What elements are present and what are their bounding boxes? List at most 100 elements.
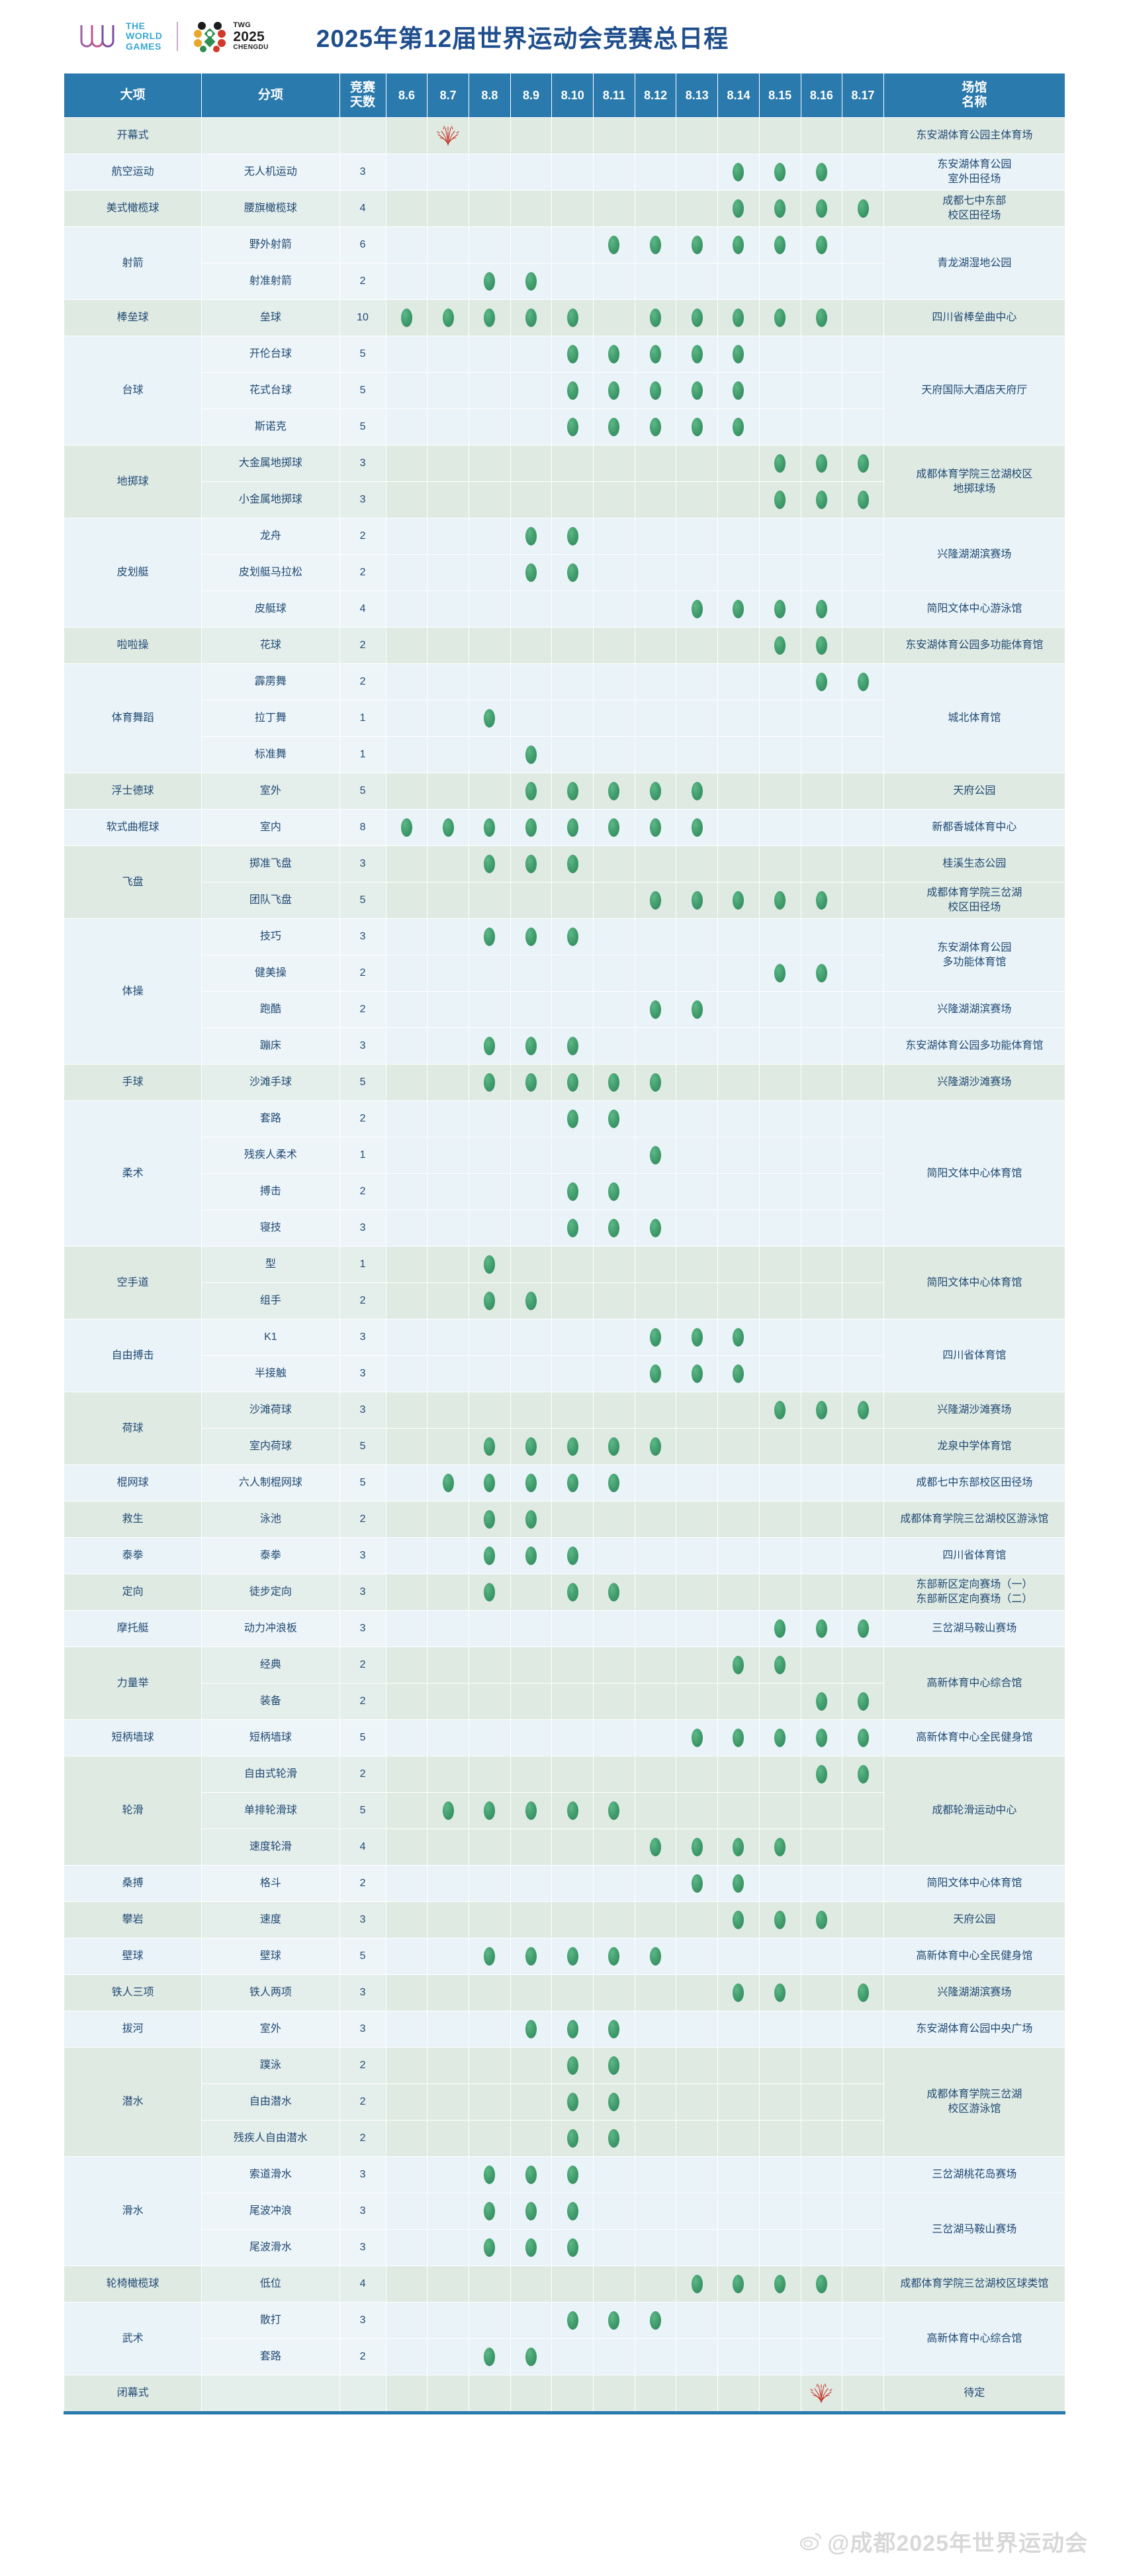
cell-date-8.16 <box>800 2266 843 2303</box>
competition-day-dot <box>525 928 537 946</box>
cell-date-8.17 <box>842 190 884 227</box>
cell-date-8.6 <box>385 955 428 992</box>
cell-date-8.13 <box>676 1355 719 1392</box>
cell-subcategory: 蹼泳 <box>201 2047 340 2084</box>
cell-date-8.12 <box>634 554 677 591</box>
cell-date-8.14 <box>717 1100 760 1137</box>
competition-day-dot <box>733 1364 744 1383</box>
cell-date-8.14 <box>717 918 760 955</box>
competition-day-dot <box>733 600 744 618</box>
cell-date-8.10 <box>551 336 594 373</box>
competition-day-dot <box>815 1619 827 1638</box>
cell-date-8.7 <box>427 154 469 191</box>
cell-date-8.10 <box>551 1901 594 1938</box>
cell-date-8.12 <box>634 1246 677 1283</box>
cell-date-8.8 <box>469 336 511 373</box>
cell-date-8.7 <box>427 663 469 700</box>
competition-day-dot <box>815 600 827 618</box>
cell-date-8.9 <box>510 1100 553 1137</box>
competition-day-dot <box>484 309 496 327</box>
cell-venue: 三岔湖马鞍山赛场 <box>883 1610 1066 1647</box>
table-row: 拉丁舞 1 <box>64 700 1065 737</box>
cell-category: 铁人三项 <box>63 1974 202 2011</box>
cell-date-8.13 <box>676 882 719 919</box>
cell-date-8.17 <box>842 2375 884 2413</box>
cell-date-8.13 <box>676 1574 719 1611</box>
cell-date-8.10 <box>551 226 594 263</box>
cell-date-8.12 <box>634 1792 677 1829</box>
cell-date-8.6 <box>385 190 428 227</box>
cell-date-8.14 <box>717 2011 760 2048</box>
cell-date-8.16 <box>800 2229 843 2266</box>
competition-day-dot <box>525 527 537 546</box>
cell-date-8.10 <box>551 809 594 846</box>
cell-days: 2 <box>339 554 386 591</box>
cell-date-8.17 <box>842 1829 884 1866</box>
competition-day-dot <box>857 1983 869 2002</box>
cell-date-8.14 <box>717 1683 760 1720</box>
col-header-date-8.16: 8.16 <box>800 73 843 118</box>
competition-day-dot <box>691 418 703 436</box>
competition-day-dot <box>691 2275 703 2293</box>
cell-date-8.14 <box>717 1501 760 1538</box>
cell-date-8.12 <box>634 1319 677 1356</box>
cell-venue: 龙泉中学体育馆 <box>883 1428 1066 1465</box>
cell-date-8.11 <box>593 1100 635 1137</box>
cell-date-8.10 <box>551 955 594 992</box>
competition-day-dot <box>484 1474 496 1492</box>
cell-date-8.9 <box>510 1428 553 1465</box>
cell-subcategory: 套路 <box>201 2338 340 2375</box>
cell-date-8.12 <box>634 663 677 700</box>
cell-date-8.17 <box>842 663 884 700</box>
cell-date-8.7 <box>427 2229 469 2266</box>
cell-date-8.14 <box>717 1282 760 1319</box>
cell-subcategory: 短柄墙球 <box>201 1719 340 1756</box>
cell-date-8.10 <box>551 1246 594 1283</box>
cell-venue: 简阳文体中心体育馆 <box>883 1246 1066 1319</box>
cell-date-8.6 <box>385 1537 428 1574</box>
watermark: @成都2025年世界运动会 <box>799 2525 1088 2557</box>
cell-date-8.11 <box>593 1610 635 1647</box>
cell-date-8.12 <box>634 1064 677 1101</box>
cell-date-8.10 <box>551 1938 594 1975</box>
cell-date-8.17 <box>842 955 884 992</box>
cell-date-8.8 <box>469 2156 511 2193</box>
cell-date-8.8 <box>469 1574 511 1611</box>
cell-date-8.7 <box>427 408 469 446</box>
cell-date-8.11 <box>593 2083 635 2121</box>
cell-date-8.11 <box>593 627 635 664</box>
cell-date-8.8 <box>469 1901 511 1938</box>
cell-date-8.9 <box>510 445 553 482</box>
cell-date-8.16 <box>800 1574 843 1611</box>
cell-days: 2 <box>339 2120 386 2157</box>
competition-day-dot <box>815 199 827 218</box>
col-header-date-8.7: 8.7 <box>427 73 469 118</box>
cell-date-8.12 <box>634 955 677 992</box>
cell-date-8.13 <box>676 2047 719 2084</box>
cell-date-8.14 <box>717 591 760 628</box>
cell-subcategory: 沙滩手球 <box>201 1064 340 1101</box>
cell-date-8.14 <box>717 2229 760 2266</box>
competition-day-dot <box>442 1801 454 1820</box>
cell-date-8.15 <box>758 2266 801 2303</box>
cell-subcategory: 铁人两项 <box>201 1974 340 2011</box>
cell-date-8.8 <box>469 445 511 482</box>
cell-date-8.15 <box>758 190 801 227</box>
cell-subcategory: 散打 <box>201 2302 340 2339</box>
cell-date-8.16 <box>800 1173 843 1210</box>
competition-day-dot <box>566 782 578 800</box>
competition-day-dot <box>815 491 827 509</box>
competition-day-dot <box>857 491 869 509</box>
cell-date-8.14 <box>717 117 760 154</box>
competition-day-dot <box>774 2275 786 2293</box>
cell-subcategory <box>201 117 340 154</box>
cell-date-8.10 <box>551 1355 594 1392</box>
cell-date-8.9 <box>510 1792 553 1829</box>
competition-day-dot <box>733 1656 744 1674</box>
cell-date-8.9 <box>510 1464 553 1502</box>
cell-date-8.17 <box>842 700 884 737</box>
cell-date-8.17 <box>842 1792 884 1829</box>
cell-date-8.11 <box>593 117 635 154</box>
competition-day-dot <box>608 782 620 800</box>
cell-date-8.12 <box>634 190 677 227</box>
